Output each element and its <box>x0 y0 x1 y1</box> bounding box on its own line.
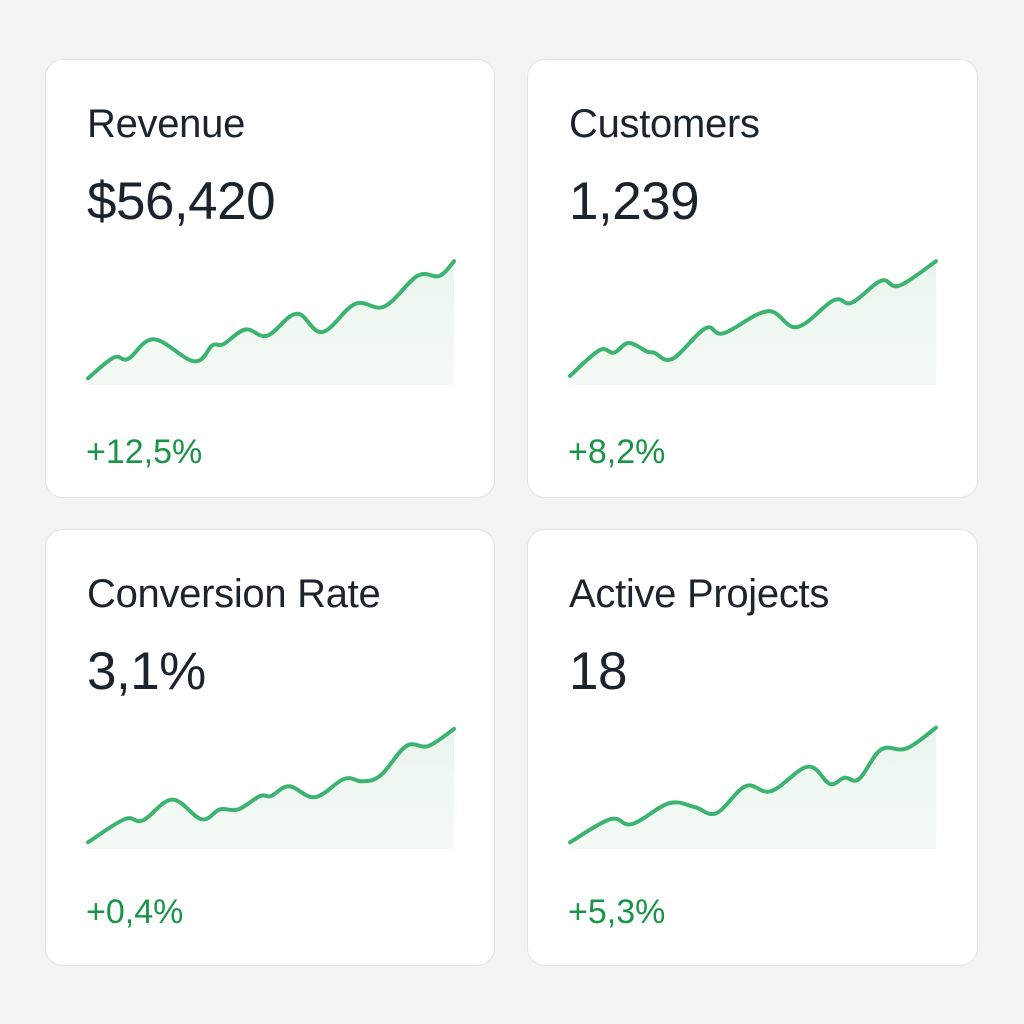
card-title: Customers <box>569 102 760 146</box>
sparkline-area <box>570 261 936 385</box>
change-badge: +0,4% <box>86 893 184 931</box>
revenue-sparkline <box>86 259 456 385</box>
sparkline-line <box>568 259 938 378</box>
sparkline-line <box>568 725 938 845</box>
card-value: 1,239 <box>569 172 700 231</box>
customers-card[interactable]: Customers 1,239 +8,2% <box>527 59 978 498</box>
conversion-rate-card[interactable]: Conversion Rate 3,1% +0,4% <box>45 529 495 966</box>
card-value: $56,420 <box>87 172 276 231</box>
active-projects-sparkline <box>568 725 938 849</box>
sparkline-area <box>570 727 936 849</box>
card-title: Revenue <box>87 102 246 146</box>
sparkline-line <box>86 259 456 381</box>
change-badge: +8,2% <box>568 433 666 471</box>
revenue-card[interactable]: Revenue $56,420 +12,5% <box>45 59 495 498</box>
sparkline-area <box>88 728 454 849</box>
conversion-rate-sparkline <box>86 726 456 849</box>
active-projects-card[interactable]: Active Projects 18 +5,3% <box>527 529 978 966</box>
sparkline-line <box>86 726 456 845</box>
change-badge: +5,3% <box>568 893 666 931</box>
card-title: Conversion Rate <box>87 572 381 616</box>
card-value: 3,1% <box>87 642 206 701</box>
card-title: Active Projects <box>569 572 830 616</box>
sparkline-area <box>88 261 454 385</box>
change-badge: +12,5% <box>86 433 203 471</box>
card-value: 18 <box>569 642 627 701</box>
customers-sparkline <box>568 259 938 385</box>
